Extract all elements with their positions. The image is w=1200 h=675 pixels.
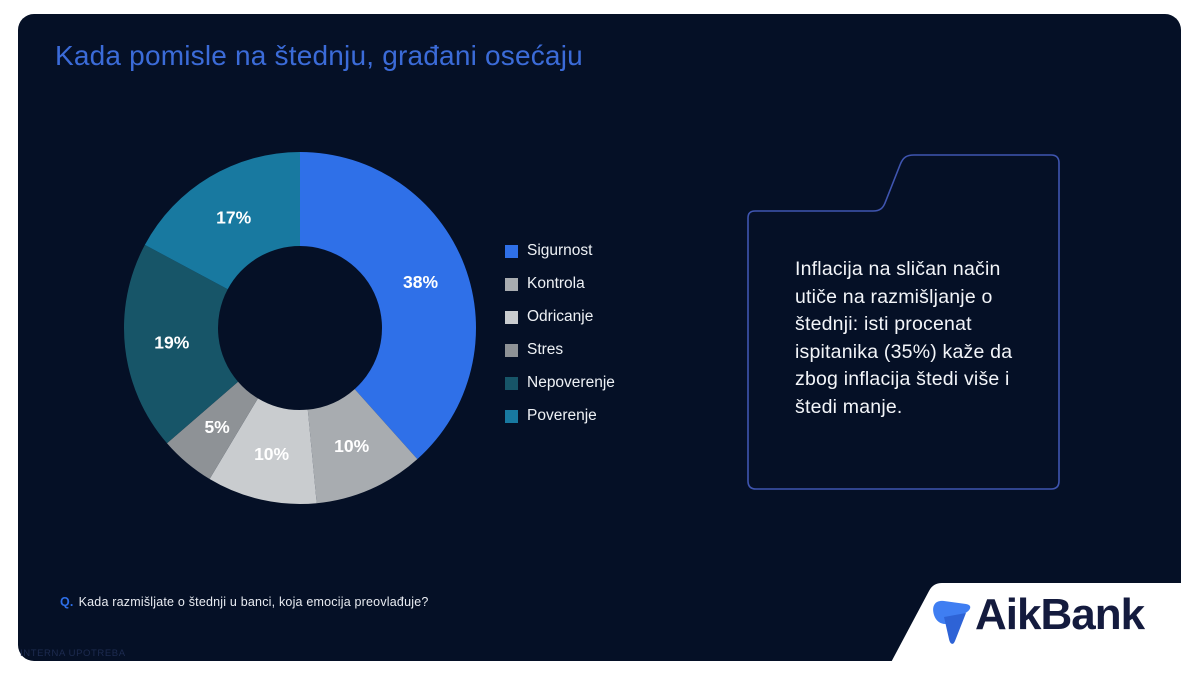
donut-slice-odricanje bbox=[209, 398, 317, 504]
donut-value-label-sigurnost: 38% bbox=[403, 272, 438, 292]
watermark-label: INTERNA UPOTREBA bbox=[20, 648, 126, 659]
slide-background: Kada pomisle na štednju, građani osećaju… bbox=[18, 14, 1181, 661]
legend-item-kontrola: Kontrola bbox=[505, 275, 615, 293]
aikbank-logo-icon bbox=[933, 600, 971, 644]
legend-item-stres: Stres bbox=[505, 341, 615, 359]
legend-item-odricanje: Odricanje bbox=[505, 308, 615, 326]
footer-question: Q. Kada razmišljate o štednji u banci, ko… bbox=[60, 595, 429, 609]
legend-swatch-icon bbox=[505, 310, 518, 324]
page-title: Kada pomisle na štednju, građani osećaju bbox=[55, 40, 583, 71]
legend-swatch-icon bbox=[505, 376, 518, 390]
question-prefix: Q. bbox=[60, 595, 74, 609]
donut-slice-nepoverenje bbox=[123, 244, 239, 444]
logo-panel: AikBank bbox=[878, 583, 1200, 675]
callout-border-outline bbox=[747, 154, 1060, 490]
donut-value-label-kontrola: 10% bbox=[334, 436, 369, 456]
legend-item-sigurnost: Sigurnost bbox=[505, 242, 615, 260]
donut-value-label-stres: 5% bbox=[204, 417, 230, 437]
donut-slice-sigurnost bbox=[300, 152, 477, 460]
chart-legend: Sigurnost Kontrola Odricanje Stres Nepoveren… bbox=[505, 242, 615, 440]
legend-label: Odricanje bbox=[527, 308, 594, 325]
legend-swatch-icon bbox=[505, 244, 518, 258]
legend-label: Sigurnost bbox=[527, 242, 593, 259]
callout-text: Inflacija na sličan način utiče na razmi… bbox=[795, 258, 1013, 418]
donut-slice-poverenje bbox=[144, 152, 300, 290]
legend-item-poverenje: Poverenje bbox=[505, 407, 615, 425]
legend-swatch-icon bbox=[505, 277, 518, 291]
donut-slice-stres bbox=[166, 381, 258, 480]
logo-text: AikBank bbox=[975, 590, 1145, 639]
donut-value-label-poverenje: 17% bbox=[216, 207, 251, 227]
legend-item-nepoverenje: Nepoverenje bbox=[505, 374, 615, 392]
donut-slice-kontrola bbox=[307, 389, 418, 504]
legend-label: Stres bbox=[527, 341, 564, 358]
donut-value-label-odricanje: 10% bbox=[254, 444, 289, 464]
callout-box: Inflacija na sličan način utiče na razmi… bbox=[745, 152, 1063, 492]
legend-label: Poverenje bbox=[527, 407, 597, 424]
donut-value-label-nepoverenje: 19% bbox=[154, 332, 189, 352]
legend-label: Nepoverenje bbox=[527, 374, 615, 391]
legend-swatch-icon bbox=[505, 409, 518, 423]
donut-chart: 38% 10% 10% 5% 19% 17% bbox=[110, 138, 490, 518]
legend-swatch-icon bbox=[505, 343, 518, 357]
donut-chart-svg: 38% 10% 10% 5% 19% 17% bbox=[123, 152, 477, 504]
legend-label: Kontrola bbox=[527, 275, 585, 292]
question-text: Kada razmišljate o štednji u banci, koja… bbox=[78, 595, 429, 609]
